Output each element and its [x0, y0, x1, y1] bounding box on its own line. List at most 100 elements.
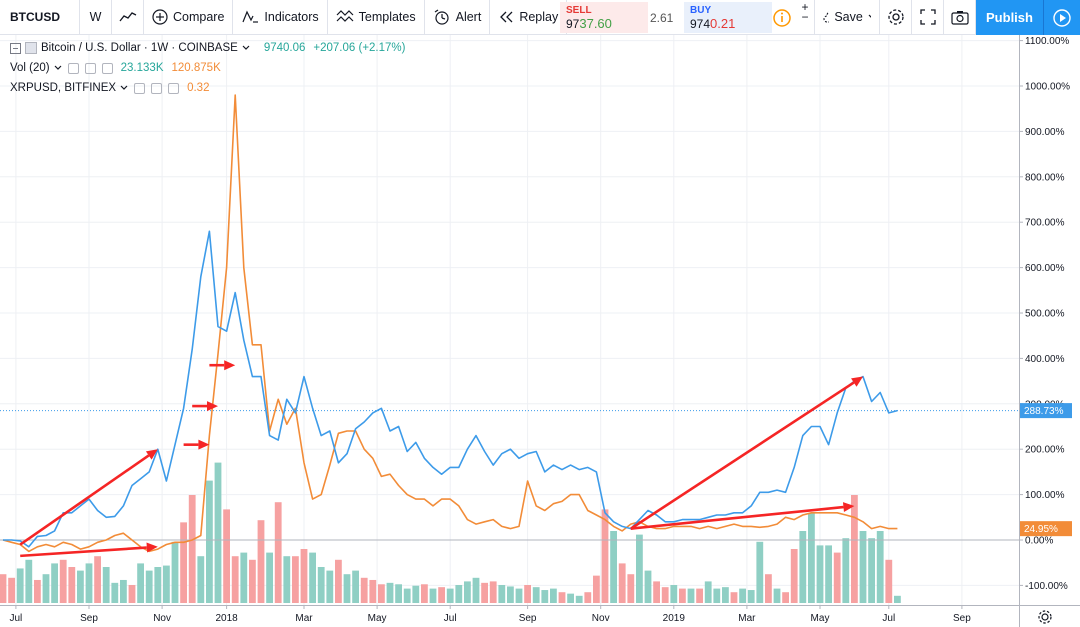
time-tick-label: 2019: [663, 613, 686, 624]
publish-button[interactable]: Publish: [976, 0, 1043, 35]
plus-icon[interactable]: +: [801, 0, 809, 14]
annotation-arrow: [19, 449, 158, 546]
volume-legend[interactable]: Vol (20) 23.133K 120.875K: [10, 62, 221, 74]
time-tick-label: 2018: [215, 613, 238, 624]
time-tick-label: Mar: [738, 613, 756, 624]
volume-bar: [808, 513, 815, 603]
buy-price-main: 974: [690, 17, 711, 31]
sell-price-main: 97: [566, 17, 580, 31]
collapse-icon[interactable]: [10, 42, 21, 54]
eye-icon[interactable]: [67, 62, 79, 74]
sell-price-fraction: 37.60: [579, 16, 612, 31]
price-tick-label: 1000.00%: [1025, 82, 1070, 93]
close-icon[interactable]: [101, 62, 113, 74]
price-tick-label: 700.00%: [1025, 218, 1065, 229]
bitcoin-icon: [25, 42, 37, 54]
volume-bar: [842, 538, 850, 603]
badge-background: [1020, 521, 1072, 537]
volume-bar: [403, 588, 411, 603]
annotation-arrow: [20, 542, 158, 558]
settings-icon[interactable]: [151, 82, 163, 94]
arrow-head: [851, 376, 863, 387]
chevron-down-icon[interactable]: [242, 45, 250, 51]
volume-bar: [94, 556, 101, 603]
replay-button[interactable]: Replay: [490, 0, 568, 35]
time-tick-label: May: [811, 613, 830, 624]
last-value-badge: 288.73%: [1020, 403, 1072, 419]
templates-button[interactable]: Templates: [328, 0, 425, 35]
volume-bar: [644, 570, 652, 603]
annotation-arrow: [630, 376, 863, 530]
info-button[interactable]: [772, 8, 792, 31]
volume-bar: [722, 587, 729, 603]
line-chart-icon: [118, 12, 136, 22]
compare-button[interactable]: Compare: [144, 0, 234, 35]
volume-bar: [704, 581, 712, 603]
save-button[interactable]: Save: [814, 0, 880, 35]
minus-icon[interactable]: −: [801, 10, 809, 24]
eye-icon[interactable]: [134, 82, 146, 94]
chevron-down-icon: [868, 14, 871, 19]
main-series-legend[interactable]: Bitcoin / U.S. Dollar · 1W · COINBASE 97…: [10, 42, 405, 54]
time-tick-label: May: [368, 613, 387, 624]
arrow-shaft: [630, 381, 855, 530]
stream-button[interactable]: [1043, 0, 1080, 35]
volume-bar: [59, 559, 67, 603]
symbol-search[interactable]: BTCUSD: [0, 0, 80, 35]
annotation-arrow: [183, 439, 210, 450]
chevron-down-icon[interactable]: [120, 85, 128, 91]
sell-button[interactable]: SELL 9737.60: [560, 2, 648, 33]
volume-bar: [773, 588, 781, 603]
price-tick-label: 500.00%: [1025, 309, 1065, 320]
time-axis[interactable]: Jul Sep Nov 2018 Mar May Jul Sep Nov 2019 Mar May Ju…: [10, 605, 972, 624]
buy-button[interactable]: BUY 9740.21: [684, 2, 772, 33]
compare-legend-label: XRPUSD, BITFINEX: [10, 82, 117, 94]
annotation-arrow: [630, 502, 855, 530]
indicators-label: Indicators: [264, 10, 319, 24]
volume-bar: [25, 559, 33, 603]
arrow-head: [146, 542, 158, 553]
volume-bar: [317, 567, 325, 603]
series-line: [3, 230, 898, 548]
arrow-shaft: [630, 505, 844, 530]
interval-button[interactable]: W: [80, 0, 112, 35]
indicators-button[interactable]: Indicators: [233, 0, 328, 35]
snapshot-button[interactable]: [944, 0, 976, 35]
volume-bar: [128, 585, 136, 603]
volume-bar: [16, 568, 24, 603]
price-tick-label: 400.00%: [1025, 354, 1065, 365]
settings-icon[interactable]: [84, 62, 96, 74]
volume-bars: [0, 462, 901, 603]
alert-button[interactable]: Alert: [425, 0, 491, 35]
axis-settings-button[interactable]: [1038, 610, 1052, 624]
qty-stepper[interactable]: + −: [798, 0, 812, 33]
volume-bar: [214, 462, 222, 603]
volume-bar: [584, 592, 592, 603]
volume-bar: [687, 588, 695, 603]
time-tick-label: Nov: [153, 613, 171, 624]
volume-bar: [636, 534, 643, 603]
close-icon[interactable]: [168, 82, 180, 94]
arrow-shaft: [19, 454, 150, 546]
price-chart[interactable]: -100.00%0.00%100.00%200.00%300.00%400.00…: [0, 35, 1080, 627]
volume-bar: [111, 582, 119, 603]
volume-bar: [541, 590, 549, 603]
fullscreen-button[interactable]: [912, 0, 944, 35]
alarm-clock-icon: [434, 9, 449, 25]
chart-type-button[interactable]: [112, 0, 144, 35]
main-series-change: +207.06 (+2.17%): [313, 42, 406, 54]
volume-bar: [498, 585, 506, 603]
volume-bar: [145, 570, 153, 603]
settings-button[interactable]: [880, 0, 912, 35]
volume-bar: [816, 545, 824, 603]
volume-bar: [747, 590, 755, 603]
main-series-title: Bitcoin / U.S. Dollar · 1W · COINBASE: [41, 42, 238, 54]
time-tick-label: Jul: [444, 613, 457, 624]
badge-label: 288.73%: [1024, 406, 1064, 417]
volume-bar: [661, 587, 669, 603]
compare-legend[interactable]: XRPUSD, BITFINEX 0.32: [10, 82, 209, 94]
replay-label: Replay: [519, 10, 559, 24]
chevron-down-icon[interactable]: [54, 65, 62, 71]
price-tick-label: 1100.00%: [1025, 36, 1069, 47]
volume-bar: [739, 588, 746, 603]
